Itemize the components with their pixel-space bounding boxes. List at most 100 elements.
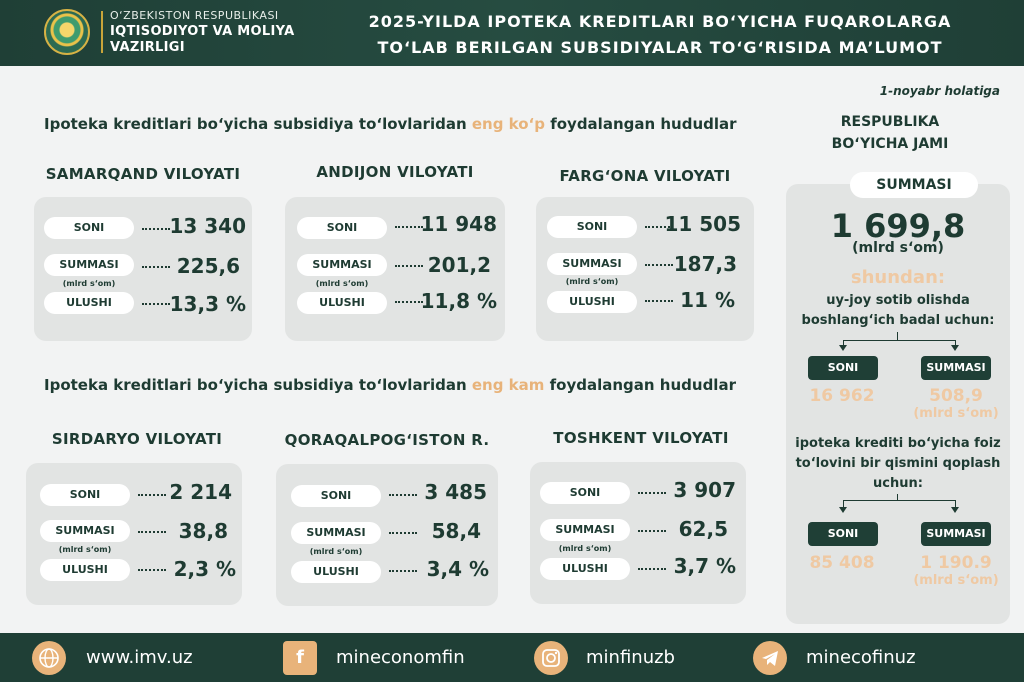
summasi-label: SUMMASI — [540, 519, 630, 541]
region-name: ANDIJON VILOYATI — [316, 163, 474, 181]
dotted-leader — [395, 265, 423, 267]
unit-label: (mlrd s‘om) — [309, 547, 363, 556]
bottom-section-title: Ipoteka kreditlari bo‘yicha subsidiya to… — [44, 376, 736, 394]
group2-summasi-label: SUMMASI — [921, 522, 991, 546]
facebook-icon: f — [283, 641, 317, 675]
summasi-value: 187,3 — [673, 252, 737, 276]
ulushi-label: ULUSHI — [40, 559, 130, 581]
group1-summasi-label: SUMMASI — [921, 356, 991, 380]
connector-line — [843, 500, 955, 501]
dotted-leader — [142, 228, 170, 230]
dotted-leader — [645, 300, 673, 302]
summasi-value: 62,5 — [678, 517, 728, 541]
arrow-down-icon — [839, 345, 847, 351]
region-name: FARG‘ONA VILOYATI — [559, 167, 731, 185]
arrow-down-icon — [839, 507, 847, 513]
dotted-leader — [142, 303, 170, 305]
republic-total-value: 1 699,8 — [830, 207, 966, 245]
ulushi-label: ULUSHI — [44, 292, 134, 314]
unit-label: (mlrd s‘om) — [315, 279, 369, 288]
arrow-down-icon — [951, 507, 959, 513]
page-title-line2: TO‘LAB BERILGAN SUBSIDIYALAR TO‘G‘RISIDA… — [377, 38, 943, 57]
telegram-icon — [753, 641, 787, 675]
bottom-section-prefix: Ipoteka kreditlari bo‘yicha subsidiya to… — [44, 376, 472, 394]
ulushi-value: 3,4 % — [426, 557, 489, 581]
group1-summasi-unit: (mlrd s‘om) — [913, 406, 999, 421]
telegram-link[interactable]: minecofinuz — [806, 647, 916, 668]
top-section-title: Ipoteka kreditlari bo‘yicha subsidiya to… — [44, 115, 737, 133]
group2-soni-value: 85 408 — [809, 553, 875, 573]
group1-soni-value: 16 962 — [809, 386, 875, 406]
republic-title-line2: BO‘YICHA JAMI — [831, 136, 949, 152]
soni-label: SONI — [44, 217, 134, 239]
connector-line — [955, 340, 956, 346]
region-name: TOSHKENT VILOYATI — [553, 429, 729, 447]
ulushi-label: ULUSHI — [540, 558, 630, 580]
dotted-leader — [142, 266, 170, 268]
group1-soni-label: SONI — [808, 356, 878, 380]
summasi-label: SUMMASI — [547, 253, 637, 275]
dotted-leader — [138, 569, 166, 571]
summasi-value: 201,2 — [427, 253, 491, 277]
unit-label: (mlrd s‘om) — [565, 277, 619, 286]
group2-description-line1: ipoteka krediti bo‘yicha foiz — [795, 436, 1001, 451]
dotted-leader — [389, 570, 417, 572]
dotted-leader — [638, 568, 666, 570]
dotted-leader — [395, 301, 423, 303]
summasi-value: 58,4 — [431, 519, 481, 543]
ulushi-value: 11,8 % — [420, 289, 497, 313]
dotted-leader — [638, 530, 666, 532]
instagram-icon — [534, 641, 568, 675]
dotted-leader — [389, 494, 417, 496]
top-section-suffix: foydalangan hududlar — [544, 115, 737, 133]
group1-summasi-value: 508,9 — [929, 386, 983, 406]
dotted-leader — [389, 532, 417, 534]
ministry-name-line3: VAZIRLIGI — [110, 40, 185, 55]
republic-total-unit: (mlrd s‘om) — [852, 240, 944, 256]
group2-soni-label: SONI — [808, 522, 878, 546]
republic-title-line1: RESPUBLIKA — [840, 114, 940, 130]
region-name: QORAQALPOG‘ISTON R. — [284, 431, 490, 449]
soni-value: 2 214 — [169, 480, 232, 504]
soni-value: 13 340 — [169, 214, 246, 238]
ulushi-value: 13,3 % — [169, 292, 246, 316]
summasi-label: SUMMASI — [297, 254, 387, 276]
group2-description-line2: to‘lovini bir qismini qoplash — [795, 456, 1001, 471]
soni-value: 11 505 — [664, 212, 741, 236]
region-name: SAMARQAND VILOYATI — [45, 165, 241, 183]
ulushi-value: 2,3 % — [173, 557, 236, 581]
instagram-link[interactable]: minfinuzb — [586, 647, 675, 668]
connector-line — [843, 500, 844, 508]
unit-label: (mlrd s‘om) — [62, 279, 116, 288]
connector-line — [843, 340, 955, 341]
state-emblem-icon — [44, 9, 90, 55]
page-title-line1: 2025-YILDA IPOTEKA KREDITLARI BO‘YICHA F… — [368, 12, 952, 31]
dotted-leader — [645, 264, 673, 266]
top-section-highlight: eng ko‘p — [471, 115, 545, 133]
ministry-name-line1: O‘ZBEKISTON RESPUBLIKASI — [110, 9, 279, 22]
summasi-label: SUMMASI — [291, 522, 381, 544]
dotted-leader — [138, 494, 166, 496]
soni-label: SONI — [540, 482, 630, 504]
facebook-link[interactable]: mineconomfin — [336, 647, 465, 668]
connector-line — [955, 500, 956, 508]
dotted-leader — [638, 492, 666, 494]
connector-line — [897, 494, 898, 500]
footer-bar: www.imv.uz f mineconomfin minfinuzb mine… — [0, 633, 1024, 682]
summasi-label: SUMMASI — [44, 254, 134, 276]
soni-value: 3 485 — [424, 480, 487, 504]
soni-value: 11 948 — [420, 212, 497, 236]
group1-description-line2: boshlang‘ich badal uchun: — [801, 313, 995, 328]
website-link[interactable]: www.imv.uz — [86, 647, 193, 668]
dotted-leader — [395, 226, 423, 228]
unit-label: (mlrd s‘om) — [58, 545, 112, 554]
connector-line — [897, 332, 898, 340]
republic-total-card — [786, 184, 1010, 624]
group2-description-line3: uchun: — [873, 476, 923, 491]
bottom-section-suffix: foydalangan hududlar — [544, 376, 736, 394]
unit-label: (mlrd s‘om) — [558, 544, 612, 553]
dotted-leader — [138, 531, 166, 533]
group1-description-line1: uy-joy sotib olishda — [826, 293, 970, 308]
ulushi-label: ULUSHI — [547, 291, 637, 313]
soni-label: SONI — [547, 216, 637, 238]
